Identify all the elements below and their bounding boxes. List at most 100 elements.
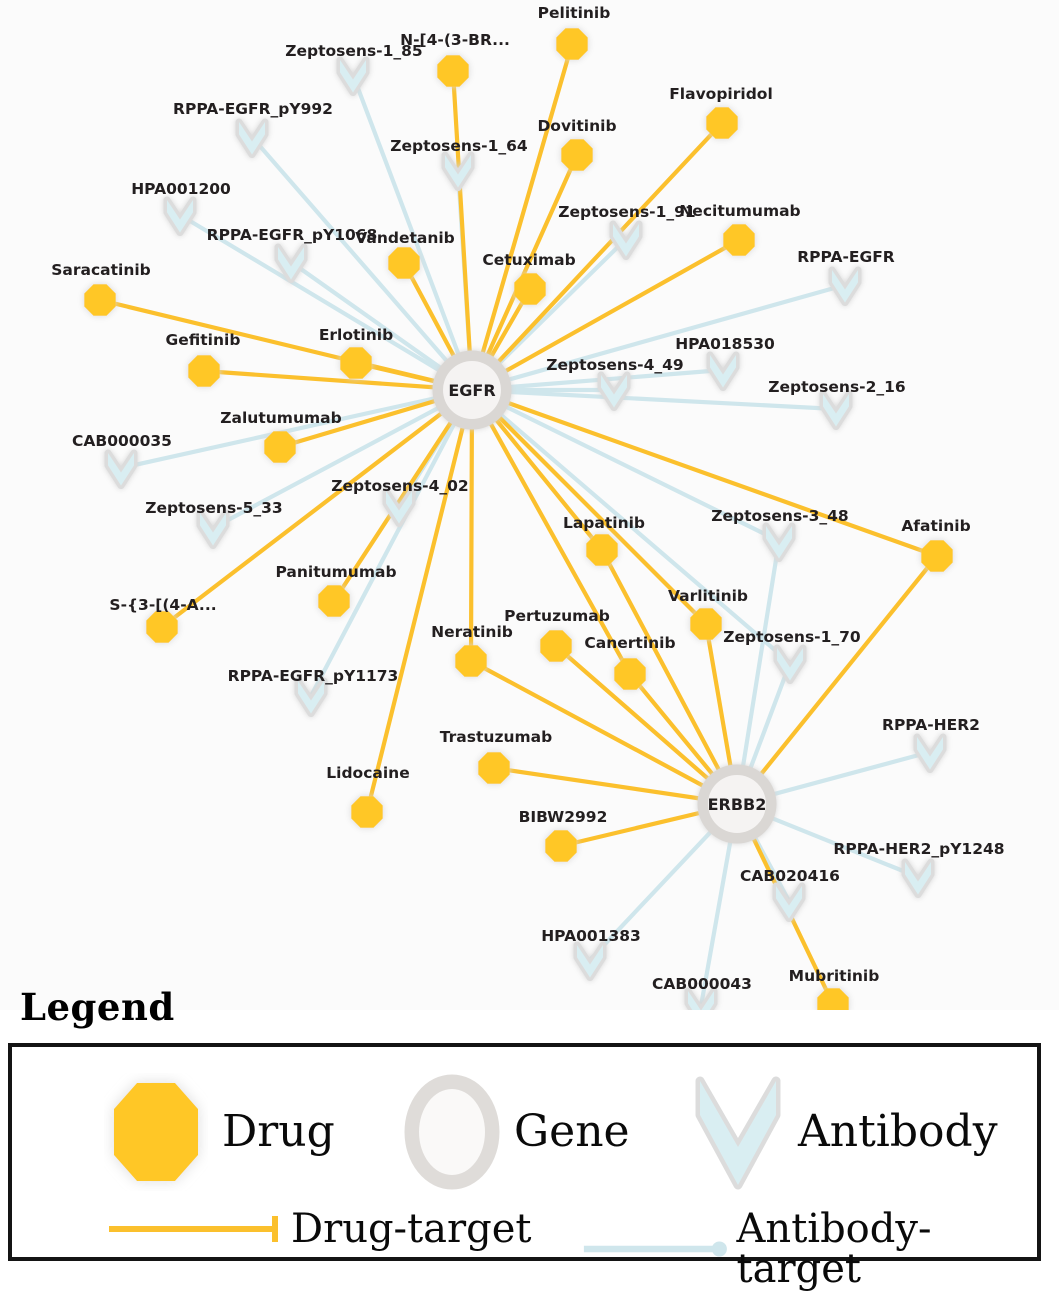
drug-node[interactable] bbox=[690, 608, 722, 640]
node-label: RPPA-EGFR_pY1068 bbox=[207, 226, 378, 244]
drug-node[interactable] bbox=[318, 585, 350, 617]
drug-node[interactable] bbox=[514, 273, 546, 305]
node-label: Zeptosens-4_02 bbox=[331, 477, 468, 495]
drug-node[interactable] bbox=[556, 28, 588, 60]
node-label: HPA001200 bbox=[131, 180, 231, 198]
drug-node[interactable] bbox=[586, 534, 618, 566]
node-label: Neratinib bbox=[431, 623, 513, 641]
node-label: Saracatinib bbox=[51, 261, 151, 279]
antibody-node-fill bbox=[108, 453, 134, 486]
edge bbox=[331, 387, 475, 604]
drug-node[interactable] bbox=[146, 611, 178, 643]
node-label: Zeptosens-3_48 bbox=[711, 507, 848, 525]
drug-node[interactable] bbox=[540, 630, 572, 662]
node-label: S-{3-[(4-A... bbox=[109, 596, 216, 614]
antibody-node-fill bbox=[577, 945, 603, 978]
drug-node[interactable] bbox=[817, 988, 849, 1010]
edge bbox=[553, 643, 740, 807]
antibody-target-edge-icon bbox=[583, 1241, 727, 1257]
edge bbox=[118, 387, 475, 471]
gene-label: EGFR bbox=[448, 381, 495, 400]
gene-label: ERBB2 bbox=[708, 795, 767, 814]
legend: Legend Drug Gene bbox=[0, 985, 1059, 1289]
drug-node[interactable] bbox=[455, 645, 487, 677]
antibody-node-fill bbox=[601, 375, 627, 408]
node-label: Necitumumab bbox=[679, 202, 800, 220]
drug-node[interactable] bbox=[723, 224, 755, 256]
legend-label-gene: Gene bbox=[514, 1106, 630, 1157]
drug-node[interactable] bbox=[614, 658, 646, 690]
antibody-node-fill bbox=[766, 526, 792, 559]
legend-item-antibody: Antibody bbox=[692, 1073, 998, 1191]
antibody-node-fill bbox=[777, 648, 803, 681]
node-label: Trastuzumab bbox=[440, 728, 552, 746]
gene-node[interactable] bbox=[432, 350, 512, 430]
node-label: RPPA-HER2 bbox=[882, 716, 980, 734]
node-label: Erlotinib bbox=[319, 326, 393, 344]
antibody-node-fill bbox=[776, 886, 802, 919]
edge bbox=[450, 68, 475, 393]
node-label: Cetuximab bbox=[482, 251, 575, 269]
drug-node[interactable] bbox=[84, 284, 116, 316]
node-label: BIBW2992 bbox=[519, 808, 608, 826]
antibody-node-fill bbox=[710, 355, 736, 388]
node-label: Zalutumumab bbox=[220, 409, 341, 427]
edge bbox=[249, 134, 475, 393]
drug-node[interactable] bbox=[188, 355, 220, 387]
edge bbox=[734, 553, 940, 807]
edge bbox=[599, 547, 740, 807]
drug-icon bbox=[114, 1083, 198, 1181]
edge bbox=[469, 387, 940, 559]
gene-node-group: EGFR ERBB2 bbox=[432, 350, 777, 844]
canvas-background bbox=[0, 0, 1059, 1010]
node-label: RPPA-EGFR_pY992 bbox=[173, 100, 333, 118]
node-label: HPA001383 bbox=[541, 927, 641, 945]
legend-item-antibody-target: Antibody-target bbox=[582, 1209, 1037, 1289]
drug-node[interactable] bbox=[340, 347, 372, 379]
drug-node[interactable] bbox=[264, 431, 296, 463]
drug-node[interactable] bbox=[388, 247, 420, 279]
legend-title: Legend bbox=[20, 985, 175, 1029]
edge bbox=[468, 658, 740, 807]
node-label: Afatinib bbox=[901, 517, 970, 535]
node-label: Zeptosens-1_70 bbox=[723, 628, 861, 646]
edge bbox=[469, 152, 580, 393]
antibody-node-fill bbox=[278, 247, 304, 280]
node-label: Gefitinib bbox=[166, 331, 241, 349]
edge bbox=[308, 387, 475, 699]
drug-node[interactable] bbox=[706, 107, 738, 139]
node-label: Pertuzumab bbox=[504, 607, 610, 625]
edge bbox=[469, 387, 839, 412]
drug-node[interactable] bbox=[351, 796, 383, 828]
edge bbox=[469, 387, 633, 677]
node-label: CAB000043 bbox=[652, 975, 752, 993]
edge bbox=[210, 387, 475, 531]
edge bbox=[469, 387, 782, 544]
gene-node[interactable] bbox=[697, 764, 777, 844]
legend-label-drug: Drug bbox=[222, 1106, 335, 1157]
antibody-icon bbox=[695, 1076, 781, 1190]
node-label: Zeptosens-1_64 bbox=[390, 137, 528, 155]
node-label: Flavopiridol bbox=[669, 85, 773, 103]
legend-label-antibody-target: Antibody-target bbox=[736, 1206, 932, 1292]
legend-box: Drug Gene Antibody Drug-target bbox=[8, 1043, 1041, 1289]
legend-label-drug-target: Drug-target bbox=[291, 1206, 532, 1252]
node-label: RPPA-EGFR_pY1173 bbox=[228, 667, 399, 685]
antibody-node-fill bbox=[200, 513, 226, 546]
node-label: N-[4-(3-BR... bbox=[400, 31, 510, 49]
drug-node[interactable] bbox=[545, 830, 577, 862]
antibody-node-fill bbox=[688, 991, 714, 1010]
drug-node[interactable] bbox=[437, 55, 469, 87]
antibody-node-fill bbox=[167, 200, 193, 233]
node-label: Lapatinib bbox=[563, 514, 645, 532]
drug-node[interactable] bbox=[561, 139, 593, 171]
antibody-node-fill bbox=[823, 394, 849, 427]
drug-node[interactable] bbox=[478, 752, 510, 784]
antibody-node-fill bbox=[298, 681, 324, 714]
drug-node[interactable] bbox=[921, 540, 953, 572]
edge bbox=[469, 387, 793, 666]
antibody-node-fill bbox=[386, 491, 412, 524]
edge bbox=[469, 387, 709, 627]
node-label: RPPA-HER2_pY1248 bbox=[833, 840, 1004, 858]
node-label: Zeptosens-4_49 bbox=[546, 356, 683, 374]
